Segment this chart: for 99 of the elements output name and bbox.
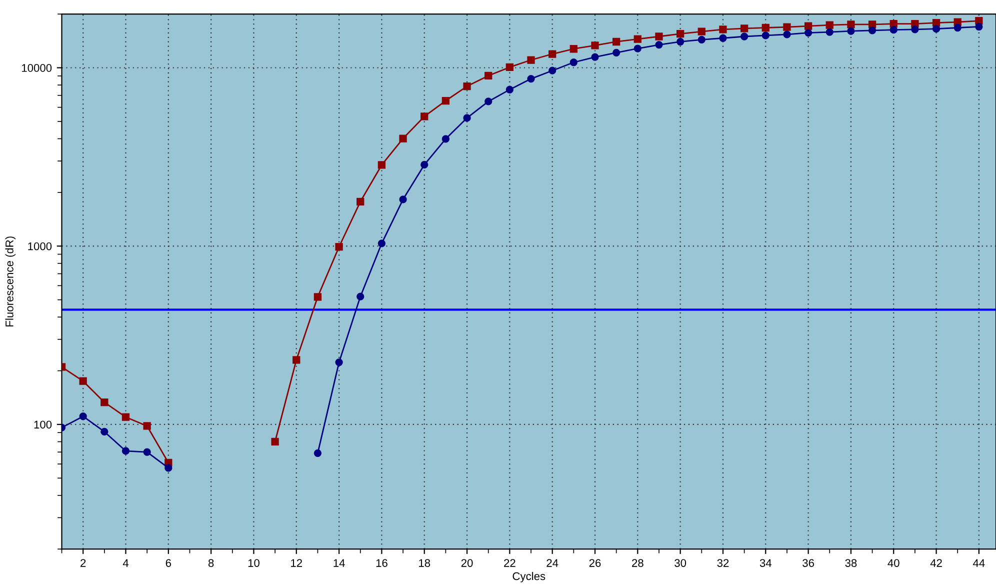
point	[868, 20, 876, 28]
point	[975, 22, 983, 31]
point	[506, 86, 514, 94]
x-tick-label: 44	[973, 559, 985, 567]
point	[463, 114, 471, 122]
x-tick-label: 26	[589, 559, 601, 567]
point	[100, 428, 108, 436]
point	[676, 30, 684, 38]
point	[762, 32, 770, 40]
point	[292, 356, 300, 364]
point	[164, 464, 172, 472]
point	[484, 72, 492, 80]
point	[122, 447, 130, 455]
point	[548, 50, 556, 58]
x-tick-label: 36	[802, 559, 814, 567]
point	[932, 25, 940, 33]
x-axis-title: Cycles	[512, 572, 546, 582]
x-tick-label: 20	[461, 559, 473, 567]
point	[79, 377, 87, 385]
point	[740, 32, 748, 40]
point	[804, 22, 812, 30]
x-tick-label: 14	[334, 559, 345, 567]
x-tick-label: 6	[166, 559, 172, 567]
point	[506, 63, 514, 72]
point	[911, 26, 919, 34]
point	[399, 134, 407, 142]
point	[591, 53, 599, 61]
y-tick-label: 100	[34, 420, 52, 429]
point	[378, 240, 386, 248]
point	[335, 358, 343, 366]
point	[442, 135, 450, 143]
x-tick-label: 10	[248, 559, 260, 567]
point	[634, 35, 642, 43]
point	[570, 58, 578, 66]
point	[719, 26, 727, 34]
point	[484, 98, 492, 106]
y-tick-label: 1000	[28, 242, 52, 250]
x-tick-label: 18	[419, 559, 430, 567]
point	[420, 160, 428, 169]
x-tick-label: 12	[291, 559, 302, 567]
x-tick-label: 38	[845, 559, 857, 567]
point	[271, 438, 279, 446]
point	[356, 292, 364, 300]
point	[783, 30, 791, 38]
point	[143, 422, 151, 430]
point	[527, 74, 535, 83]
point	[847, 20, 855, 28]
point	[420, 112, 428, 120]
point	[314, 293, 322, 301]
point	[335, 243, 343, 251]
x-tick-label: 42	[930, 559, 942, 567]
point	[804, 28, 812, 37]
x-tick-label: 8	[208, 559, 214, 567]
point	[143, 448, 151, 456]
x-tick-label: 2	[80, 559, 86, 567]
point	[762, 24, 770, 32]
point	[826, 28, 834, 36]
point	[634, 44, 642, 52]
point	[122, 413, 130, 421]
point	[655, 40, 663, 49]
point	[463, 82, 471, 90]
x-tick-label: 40	[888, 559, 900, 567]
point	[612, 38, 620, 46]
point	[911, 20, 919, 28]
y-axis-title: Fluorescence (dR)	[5, 236, 16, 326]
point	[719, 34, 727, 42]
point	[79, 412, 87, 420]
point	[570, 45, 578, 53]
point	[399, 196, 407, 204]
point	[975, 16, 983, 25]
x-tick-label: 22	[504, 559, 516, 567]
point	[847, 27, 855, 35]
point	[740, 24, 748, 32]
x-tick-label: 28	[632, 559, 644, 567]
point	[783, 23, 791, 31]
point	[698, 36, 706, 44]
point	[548, 66, 556, 74]
point	[954, 24, 962, 32]
x-tick-label: 34	[760, 559, 772, 567]
y-tick-label: 10000	[22, 64, 52, 72]
point	[612, 48, 620, 56]
x-tick-label: 32	[717, 559, 729, 567]
point	[378, 161, 386, 169]
point	[527, 56, 535, 64]
point	[655, 32, 663, 40]
point	[868, 26, 876, 34]
point	[698, 28, 706, 36]
x-tick-label: 30	[674, 559, 686, 567]
x-tick-label: 24	[546, 559, 558, 567]
point	[591, 42, 599, 50]
point	[356, 198, 364, 206]
point	[442, 96, 450, 105]
point	[676, 38, 684, 46]
point	[826, 21, 834, 29]
point	[314, 449, 322, 457]
point	[890, 26, 898, 34]
x-tick-label: 16	[376, 559, 388, 567]
x-tick-label: 4	[122, 559, 129, 567]
point	[100, 398, 108, 406]
